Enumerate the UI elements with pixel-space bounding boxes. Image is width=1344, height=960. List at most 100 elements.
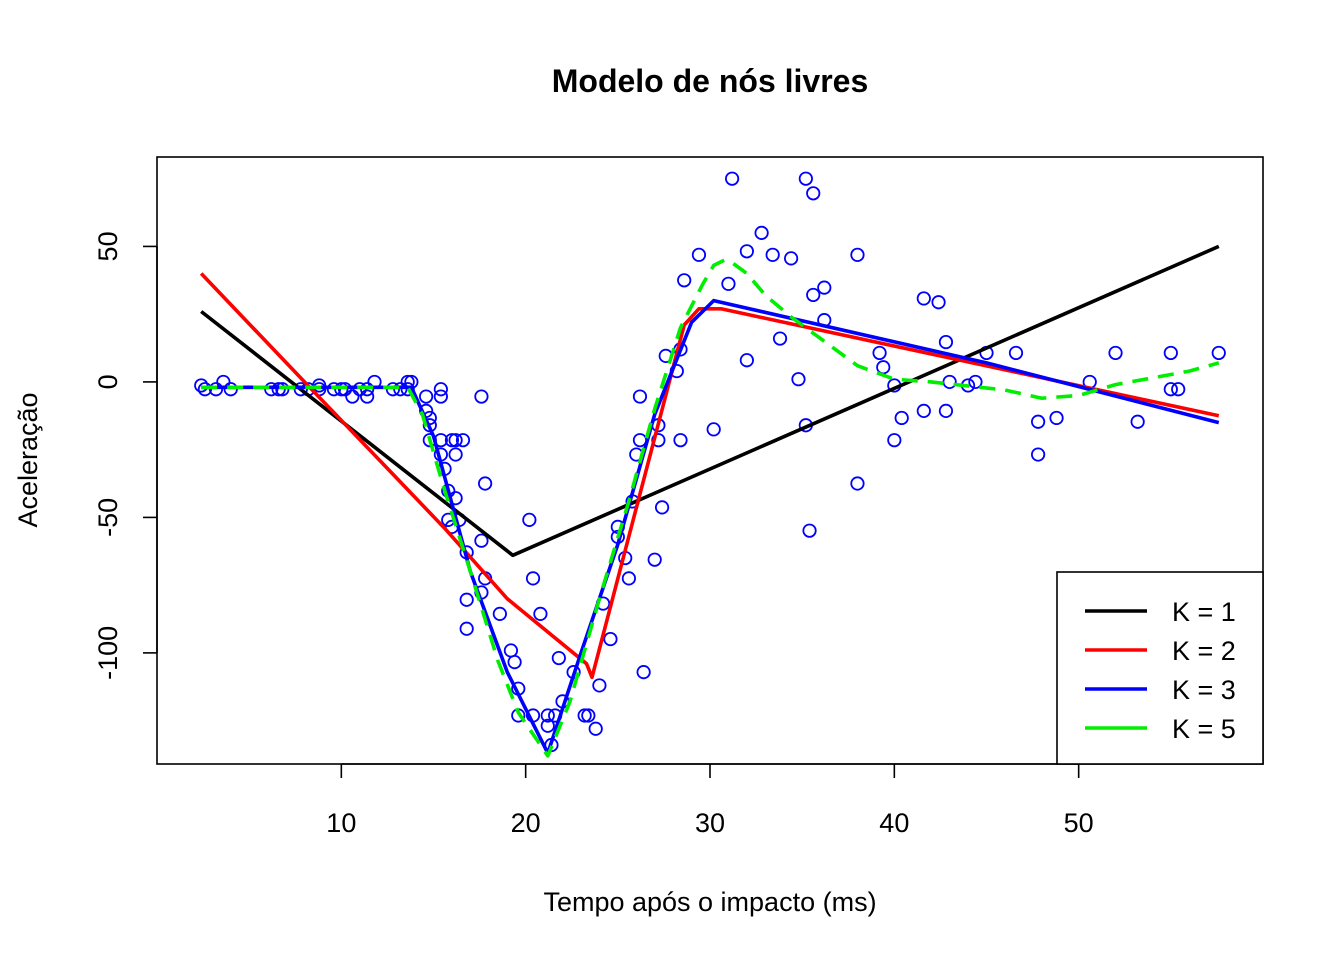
- data-point: [632, 389, 648, 404]
- data-point: [942, 374, 957, 390]
- series-line-k2: [199, 272, 1220, 680]
- data-point: [1049, 410, 1064, 426]
- data-point: [721, 276, 736, 291]
- data-point: [725, 171, 740, 186]
- data-point: [360, 389, 375, 404]
- data-point: [393, 382, 408, 397]
- data-point: [271, 382, 286, 397]
- data-point: [850, 247, 865, 262]
- y-tick-label: 50: [93, 231, 123, 261]
- x-tick-label: 10: [326, 808, 356, 838]
- data-point: [968, 374, 983, 390]
- data-point: [806, 287, 821, 303]
- data-point: [551, 650, 566, 666]
- legend-label: K = 1: [1172, 597, 1236, 627]
- data-point: [931, 295, 946, 310]
- y-axis-label: Aceleração: [13, 392, 43, 527]
- x-axis-label: Tempo após o impacto (ms): [543, 887, 876, 917]
- data-point: [522, 512, 537, 527]
- data-point: [540, 718, 555, 733]
- data-point: [706, 422, 721, 437]
- data-point: [459, 592, 474, 607]
- data-point: [817, 280, 832, 295]
- data-point: [603, 631, 618, 647]
- data-point: [1008, 345, 1024, 361]
- data-point: [448, 433, 463, 448]
- x-tick-label: 20: [511, 808, 541, 838]
- data-point: [474, 389, 489, 404]
- data-point: [938, 403, 954, 419]
- data-point: [754, 225, 769, 240]
- data-point: [293, 382, 308, 397]
- data-point: [326, 382, 342, 397]
- data-point: [677, 273, 692, 288]
- data-point: [197, 382, 213, 397]
- data-point: [474, 533, 489, 548]
- data-point: [312, 378, 327, 393]
- data-point: [444, 433, 460, 448]
- data-point: [478, 476, 493, 491]
- data-point: [1163, 382, 1178, 397]
- data-point: [938, 334, 954, 350]
- data-point: [448, 447, 463, 462]
- series-line-k5: [201, 258, 1220, 758]
- data-point: [577, 708, 592, 723]
- data-point: [798, 171, 813, 186]
- data-point: [419, 389, 434, 404]
- data-point: [433, 382, 448, 397]
- scatter-points: [194, 171, 1226, 753]
- legend-box: [1056, 571, 1264, 765]
- data-point: [459, 621, 474, 636]
- x-tick-label: 40: [879, 808, 909, 838]
- data-point: [1031, 414, 1046, 429]
- data-point: [433, 389, 448, 404]
- data-point: [345, 389, 360, 404]
- x-tick-label: 50: [1064, 808, 1094, 838]
- data-point: [872, 345, 887, 361]
- data-point: [264, 382, 279, 397]
- data-point: [275, 382, 290, 397]
- y-tick-label: -100: [93, 626, 123, 680]
- data-point: [334, 382, 349, 397]
- data-point: [739, 353, 754, 368]
- data-point: [352, 382, 367, 397]
- data-point: [385, 382, 401, 397]
- data-point: [533, 606, 548, 621]
- data-point: [916, 403, 931, 419]
- data-point: [1171, 382, 1186, 397]
- data-point: [540, 708, 555, 723]
- data-point: [360, 382, 375, 397]
- data-point: [739, 244, 754, 259]
- data-point: [894, 410, 909, 426]
- data-point: [588, 721, 603, 736]
- data-point: [1108, 345, 1123, 361]
- data-point: [647, 552, 662, 567]
- data-point: [525, 571, 541, 586]
- data-point: [1130, 414, 1145, 429]
- data-point: [1031, 447, 1046, 462]
- data-point: [772, 331, 788, 346]
- legend: K = 1 K = 2 K = 3 K = 5: [1056, 571, 1264, 765]
- data-point: [194, 378, 209, 393]
- legend-label: K = 2: [1172, 636, 1236, 666]
- data-point: [1163, 345, 1178, 361]
- y-axis: 50 0 -50 -100: [93, 231, 158, 680]
- data-point: [765, 247, 780, 262]
- data-point: [654, 500, 670, 515]
- data-point: [784, 251, 799, 266]
- data-point: [581, 708, 596, 723]
- legend-label: K = 3: [1172, 675, 1236, 705]
- data-point: [337, 382, 353, 397]
- data-point: [791, 372, 806, 387]
- data-point: [806, 186, 821, 201]
- y-tick-label: -50: [93, 498, 123, 537]
- data-point: [636, 665, 651, 680]
- fit-lines: [199, 244, 1220, 758]
- chart-title: Modelo de nós livres: [552, 63, 869, 99]
- data-point: [916, 291, 931, 306]
- data-point: [503, 643, 519, 658]
- y-tick-label: 0: [93, 374, 123, 389]
- data-point: [876, 360, 891, 375]
- series-line-k1: [200, 244, 1220, 558]
